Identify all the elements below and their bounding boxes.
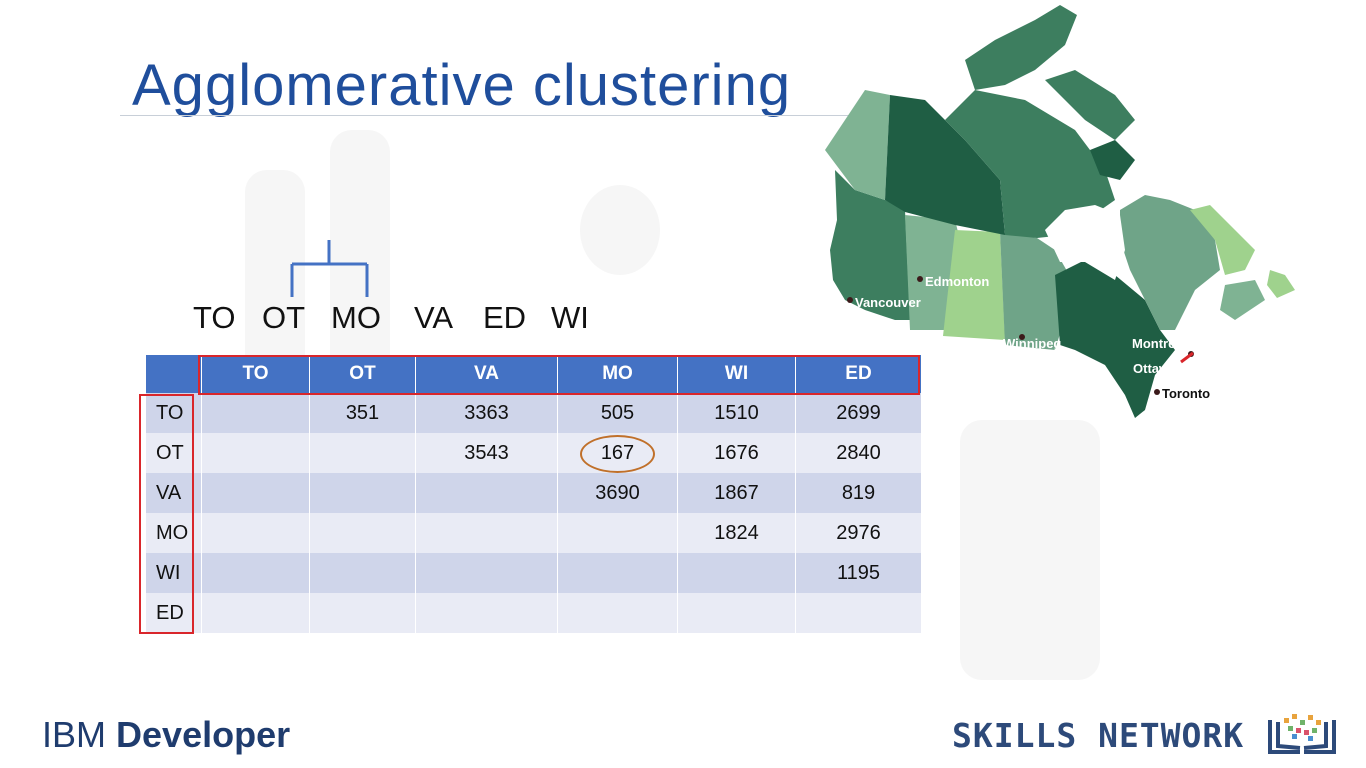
matrix-cell [202, 513, 310, 553]
matrix-cell [202, 433, 310, 473]
city-label-edmonton: Edmonton [925, 274, 989, 289]
matrix-cell: 1824 [678, 513, 796, 553]
city-label-ottawa: Ottawa [1133, 361, 1177, 376]
minimum-distance-circle [580, 435, 655, 473]
matrix-cell: 1867 [678, 473, 796, 513]
city-label-vancouver: Vancouver [855, 295, 921, 310]
matrix-row-label: TO [146, 393, 202, 433]
slide-title: Agglomerative clustering [132, 53, 792, 118]
row-label-highlight [139, 394, 194, 634]
matrix-cell [310, 433, 416, 473]
matrix-cell: 3543 [416, 433, 558, 473]
matrix-cell [558, 553, 678, 593]
matrix-cell [202, 593, 310, 633]
matrix-row: ED [146, 593, 921, 633]
matrix-column-header: WI [678, 355, 796, 393]
matrix-cell: 351 [310, 393, 416, 433]
matrix-cell [202, 473, 310, 513]
matrix-row-label: OT [146, 433, 202, 473]
column-header-highlight [198, 355, 920, 395]
matrix-row: VA 3690 1867 819 [146, 473, 921, 513]
matrix-cell [558, 593, 678, 633]
matrix-cell: 1510 [678, 393, 796, 433]
title-underline [120, 115, 860, 116]
city-dot [1019, 334, 1025, 340]
city-dot [1154, 389, 1160, 395]
dendrogram-label: MO [331, 300, 381, 335]
matrix-row-label: VA [146, 473, 202, 513]
matrix-column-header: ED [796, 355, 921, 393]
canada-map: Edmonton Vancouver Winnipeg Montreal Ott… [825, 5, 1295, 418]
matrix-cell: 1195 [836, 562, 880, 584]
matrix-cell: 1676 [678, 433, 796, 473]
matrix-cell [416, 473, 558, 513]
ottawa-montreal-link [1180, 351, 1194, 364]
dendrogram-label: ED [483, 300, 527, 335]
dendrogram-label: OT [262, 300, 306, 335]
city-label-montreal: Montreal [1132, 336, 1186, 351]
matrix-cell [558, 513, 678, 553]
matrix-row-label: ED [146, 593, 202, 633]
matrix-column-header: OT [310, 355, 416, 393]
matrix-cell: 2976 [836, 522, 881, 544]
matrix-corner [146, 355, 202, 393]
matrix-column-header: VA [416, 355, 558, 393]
matrix-column-header: MO [558, 355, 678, 393]
matrix-cell [416, 513, 558, 553]
brand-light: IBM [42, 714, 107, 755]
matrix-cell [416, 553, 558, 593]
dendrogram-label: VA [414, 300, 454, 335]
matrix-cell: 3363 [416, 393, 558, 433]
city-dot [847, 297, 853, 303]
matrix-cell: 2699 [836, 402, 881, 424]
matrix-cell [416, 593, 558, 633]
skills-network-book-icon [1268, 714, 1336, 754]
city-dot [917, 276, 923, 282]
matrix-row: TO 351 3363 505 1510 2699 [146, 393, 921, 433]
matrix-cell [310, 593, 416, 633]
matrix-row-label: WI [146, 553, 202, 593]
matrix-cell [678, 553, 796, 593]
matrix-cell [310, 513, 416, 553]
skills-network-text: SKILLS NETWORK [952, 716, 1245, 755]
dendrogram-label: WI [551, 300, 589, 335]
matrix-cell: 3690 [558, 473, 678, 513]
matrix-column-header: TO [202, 355, 310, 393]
matrix-cell: 2840 [836, 442, 881, 464]
ibm-developer-logo: IBM Developer [42, 714, 290, 756]
matrix-cell [202, 393, 310, 433]
matrix-row: OT 3543 167 1676 2840 [146, 433, 921, 473]
brand-bold: Developer [116, 714, 291, 755]
matrix-cell [202, 553, 310, 593]
background-watermark [960, 420, 1100, 680]
matrix-cell [678, 593, 796, 633]
matrix-cell [310, 553, 416, 593]
dendrogram-label: TO [193, 300, 236, 335]
matrix-cell [310, 473, 416, 513]
matrix-cell [796, 593, 921, 633]
matrix-row-label: MO [146, 513, 202, 553]
city-label-winnipeg: Winnipeg [1003, 336, 1061, 351]
matrix-row: WI 1195 [146, 553, 921, 593]
city-label-toronto: Toronto [1162, 386, 1210, 401]
matrix-row: MO 1824 2976 [146, 513, 921, 553]
background-watermark [580, 185, 660, 275]
matrix-cell: 819 [841, 482, 876, 504]
matrix-cell: 505 [558, 393, 678, 433]
